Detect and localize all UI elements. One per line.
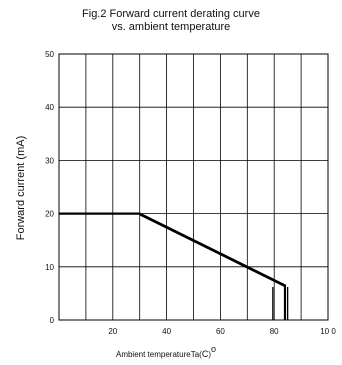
x-tick-label: 10 0 <box>320 327 336 336</box>
x-tick-label: 80 <box>270 327 279 336</box>
x-axis-label-unit: C <box>202 349 209 359</box>
x-axis-label-main: Ambient temperatureTa( <box>116 350 202 359</box>
y-tick-label: 20 <box>45 210 54 219</box>
x-axis-label-close: ) <box>208 350 211 359</box>
x-tick-label: 60 <box>216 327 225 336</box>
x-tick-label: 40 <box>162 327 171 336</box>
series-layer <box>59 212 289 320</box>
x-axis-label: Ambient temperatureTa(C)o <box>116 344 216 359</box>
tick-labels: 0 10 20 30 40 50 20 40 60 80 10 0 <box>45 50 336 336</box>
y-tick-label: 10 <box>45 263 54 272</box>
degree-symbol: o <box>211 344 216 354</box>
chart-title: Fig.2 Forward current derating curve vs.… <box>0 8 342 34</box>
x-tick-label: 20 <box>108 327 117 336</box>
y-tick-label: 0 <box>50 316 55 325</box>
y-tick-label: 30 <box>45 156 54 165</box>
chart-title-line-1: Fig.2 Forward current derating curve <box>82 8 260 20</box>
derating-curve-line <box>139 214 286 288</box>
y-tick-label: 40 <box>45 103 54 112</box>
plot-frame <box>58 53 329 321</box>
y-tick-label: 50 <box>45 50 54 59</box>
grid-lines <box>59 54 328 320</box>
derating-curve-line <box>59 212 287 320</box>
chart-title-line-2: vs. ambient temperature <box>111 21 231 33</box>
y-axis-label: Forward current (mA) <box>15 136 27 241</box>
